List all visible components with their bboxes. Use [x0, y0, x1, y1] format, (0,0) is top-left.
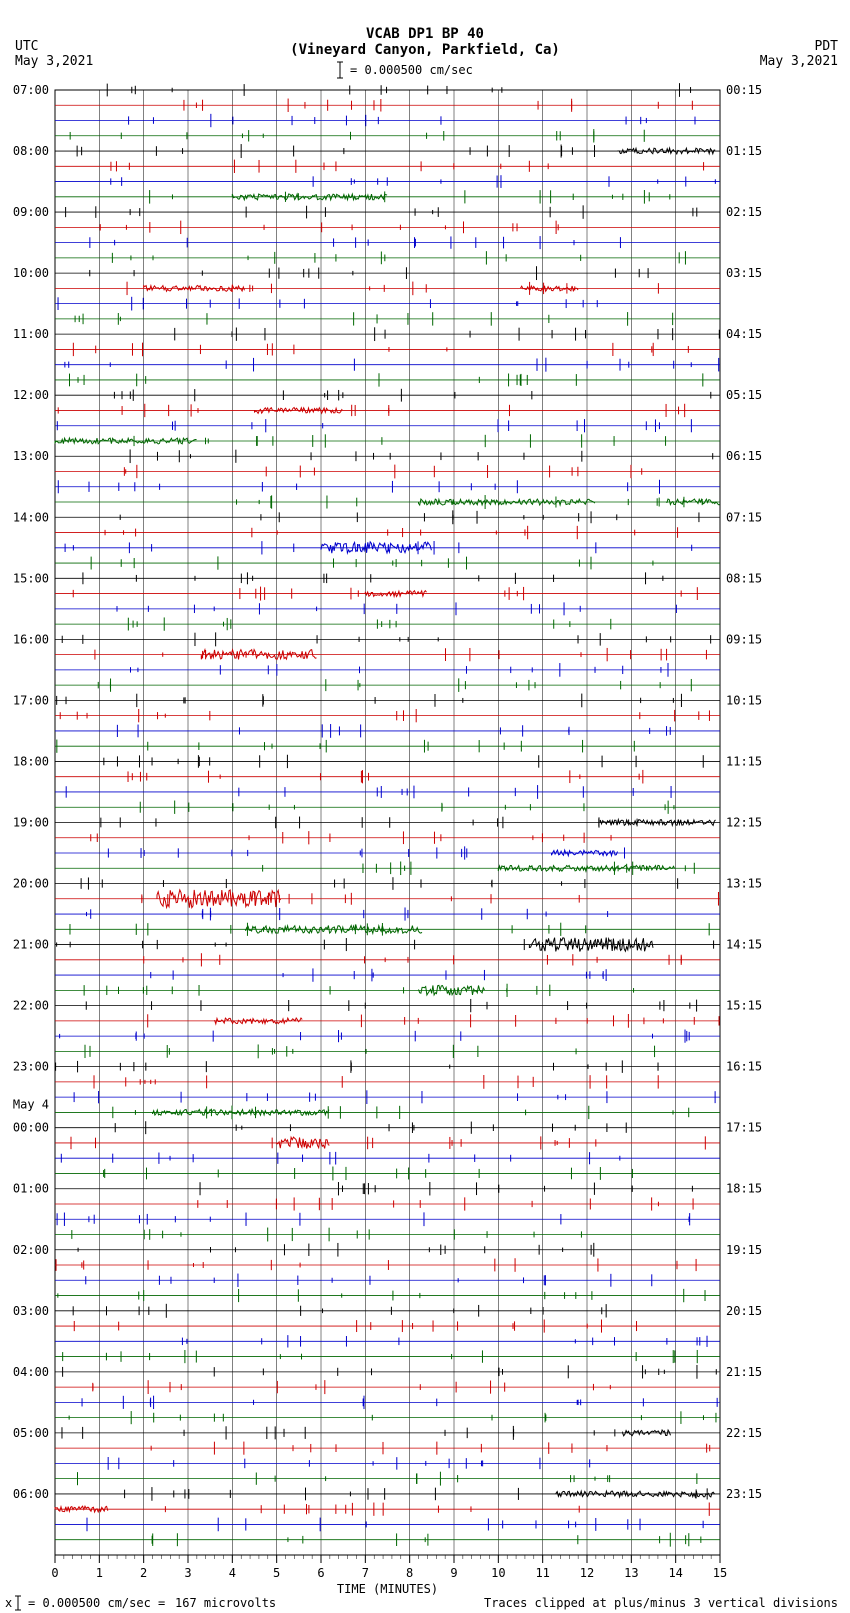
x-tick-label: 12 [580, 1566, 594, 1580]
utc-label: 04:00 [13, 1365, 49, 1379]
x-tick-label: 7 [362, 1566, 369, 1580]
utc-label: 23:00 [13, 1060, 49, 1074]
pdt-label: 17:15 [726, 1121, 762, 1135]
seismogram-container: VCAB DP1 BP 40(Vineyard Canyon, Parkfiel… [0, 0, 850, 1613]
x-tick-label: 6 [317, 1566, 324, 1580]
utc-label: 15:00 [13, 571, 49, 585]
footer-clip-note: Traces clipped at plus/minus 3 vertical … [484, 1596, 838, 1610]
footer-scale: = 0.000500 cm/sec = [28, 1596, 165, 1610]
pdt-label: 14:15 [726, 938, 762, 952]
pdt-label: 05:15 [726, 388, 762, 402]
pdt-label: 15:15 [726, 999, 762, 1013]
utc-label: 21:00 [13, 938, 49, 952]
pdt-label: 21:15 [726, 1365, 762, 1379]
x-tick-label: 2 [140, 1566, 147, 1580]
utc-label: 12:00 [13, 388, 49, 402]
pdt-label: 03:15 [726, 266, 762, 280]
utc-label: 06:00 [13, 1487, 49, 1501]
pdt-label: 06:15 [726, 449, 762, 463]
utc-label: 10:00 [13, 266, 49, 280]
pdt-label: 07:15 [726, 510, 762, 524]
pdt-label: 19:15 [726, 1243, 762, 1257]
utc-label: May 4 [13, 1097, 49, 1111]
x-tick-label: 11 [535, 1566, 549, 1580]
utc-label: 09:00 [13, 205, 49, 219]
footer-microvolts: 167 microvolts [175, 1596, 276, 1610]
x-tick-label: 1 [96, 1566, 103, 1580]
utc-label: 14:00 [13, 510, 49, 524]
utc-label: 00:00 [13, 1121, 49, 1135]
pdt-label: 22:15 [726, 1426, 762, 1440]
pdt-label: 00:15 [726, 83, 762, 97]
pdt-label: 08:15 [726, 571, 762, 585]
date-right: May 3,2021 [760, 54, 838, 69]
x-axis-label: TIME (MINUTES) [337, 1582, 438, 1596]
pdt-label: 11:15 [726, 754, 762, 768]
utc-label: 13:00 [13, 449, 49, 463]
x-tick-label: 13 [624, 1566, 638, 1580]
utc-label: 18:00 [13, 754, 49, 768]
utc-label: 11:00 [13, 327, 49, 341]
tz-right: PDT [815, 39, 839, 54]
utc-label: 22:00 [13, 999, 49, 1013]
x-tick-label: 10 [491, 1566, 505, 1580]
utc-label: 20:00 [13, 877, 49, 891]
pdt-label: 01:15 [726, 144, 762, 158]
utc-label: 07:00 [13, 83, 49, 97]
seismogram-plot: VCAB DP1 BP 40(Vineyard Canyon, Parkfiel… [0, 0, 850, 1613]
utc-label: 08:00 [13, 144, 49, 158]
x-tick-label: 0 [51, 1566, 58, 1580]
x-tick-label: 5 [273, 1566, 280, 1580]
x-tick-label: 14 [668, 1566, 682, 1580]
utc-label: 02:00 [13, 1243, 49, 1257]
utc-label: 17:00 [13, 693, 49, 707]
pdt-label: 16:15 [726, 1060, 762, 1074]
pdt-label: 02:15 [726, 205, 762, 219]
pdt-label: 20:15 [726, 1304, 762, 1318]
x-tick-label: 3 [184, 1566, 191, 1580]
x-tick-label: 9 [450, 1566, 457, 1580]
utc-label: 05:00 [13, 1426, 49, 1440]
x-tick-label: 8 [406, 1566, 413, 1580]
scale-label: = 0.000500 cm/sec [350, 63, 473, 77]
pdt-label: 18:15 [726, 1182, 762, 1196]
pdt-label: 23:15 [726, 1487, 762, 1501]
x-tick-label: 4 [229, 1566, 236, 1580]
pdt-label: 04:15 [726, 327, 762, 341]
location-subtitle: (Vineyard Canyon, Parkfield, Ca) [290, 42, 560, 58]
utc-label: 16:00 [13, 632, 49, 646]
pdt-label: 13:15 [726, 877, 762, 891]
pdt-label: 10:15 [726, 693, 762, 707]
utc-label: 03:00 [13, 1304, 49, 1318]
pdt-label: 09:15 [726, 632, 762, 646]
tz-left: UTC [15, 39, 38, 54]
station-title: VCAB DP1 BP 40 [366, 26, 484, 42]
utc-label: 19:00 [13, 815, 49, 829]
svg-text:x: x [5, 1596, 12, 1610]
x-tick-label: 15 [713, 1566, 727, 1580]
pdt-label: 12:15 [726, 815, 762, 829]
utc-label: 01:00 [13, 1182, 49, 1196]
date-left: May 3,2021 [15, 54, 93, 69]
